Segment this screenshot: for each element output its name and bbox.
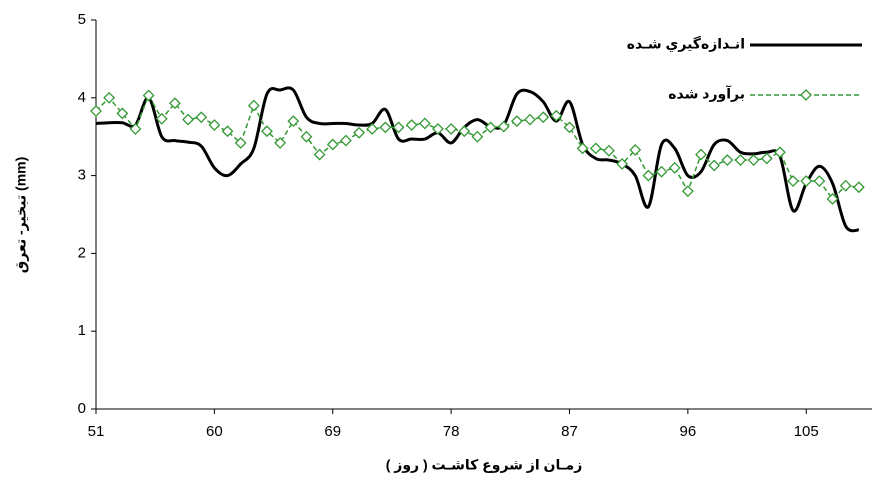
- y-tick-label: 4: [78, 89, 86, 106]
- marker: [418, 117, 431, 130]
- marker: [655, 165, 668, 178]
- marker: [313, 148, 326, 161]
- marker: [747, 154, 760, 166]
- marker: [103, 91, 116, 104]
- marker: [576, 142, 589, 155]
- marker: [760, 152, 773, 165]
- series-line: [95, 93, 859, 201]
- marker: [234, 137, 247, 149]
- marker: [813, 175, 826, 187]
- y-tick-label: 1: [78, 322, 86, 339]
- x-tick-label: 105: [794, 423, 819, 440]
- marker: [405, 119, 418, 131]
- marker: [537, 111, 550, 124]
- marker: [458, 125, 471, 138]
- marker: [616, 158, 629, 170]
- legend-marker: [800, 89, 812, 101]
- marker: [90, 105, 102, 117]
- marker: [471, 130, 484, 143]
- marker: [142, 89, 155, 102]
- marker: [116, 107, 129, 120]
- marker: [852, 181, 865, 194]
- marker: [287, 115, 300, 128]
- marker: [629, 144, 642, 156]
- x-tick-label: 69: [324, 423, 341, 440]
- marker: [787, 175, 800, 187]
- y-tick-label: 3: [78, 167, 86, 184]
- marker: [708, 159, 721, 172]
- marker: [826, 193, 839, 205]
- marker: [195, 111, 208, 124]
- marker: [603, 144, 615, 157]
- marker: [392, 121, 405, 134]
- x-tick-label: 51: [88, 423, 105, 440]
- y-tick-label: 2: [78, 244, 86, 261]
- marker: [274, 137, 287, 149]
- marker: [366, 123, 379, 135]
- x-axis-title: زمـان از شروع كاشـت ( روز ): [386, 457, 583, 474]
- marker: [326, 138, 339, 151]
- y-tick-label: 0: [78, 400, 86, 417]
- marker: [695, 148, 707, 161]
- x-tick-label: 96: [680, 423, 697, 440]
- marker: [589, 142, 602, 155]
- marker: [484, 121, 497, 134]
- marker: [208, 119, 221, 131]
- marker: [445, 123, 458, 135]
- marker: [261, 125, 273, 138]
- y-axis-title: تبخیر- تعرق (mm): [13, 157, 30, 274]
- marker: [339, 134, 352, 147]
- marker: [510, 115, 523, 128]
- marker: [221, 125, 234, 138]
- marker: [642, 169, 655, 182]
- marker: [353, 126, 365, 139]
- marker: [129, 123, 142, 135]
- marker: [774, 146, 786, 159]
- marker: [168, 97, 181, 110]
- x-tick-label: 78: [443, 423, 460, 440]
- marker: [839, 179, 852, 192]
- marker: [721, 154, 734, 166]
- marker: [681, 185, 694, 198]
- marker: [497, 120, 510, 133]
- series-line: [95, 86, 860, 233]
- marker: [155, 112, 168, 125]
- marker: [550, 109, 563, 122]
- y-tick-label: 5: [78, 11, 86, 28]
- marker: [563, 121, 576, 134]
- marker: [800, 175, 813, 187]
- marker: [524, 113, 536, 126]
- marker: [734, 154, 747, 166]
- marker: [247, 99, 260, 112]
- marker: [432, 123, 444, 135]
- x-tick-label: 87: [561, 423, 578, 440]
- marker: [379, 121, 392, 134]
- legend-label: انـدازه‌گيري شـده: [627, 36, 745, 54]
- marker: [182, 113, 194, 126]
- marker: [300, 130, 313, 143]
- marker: [668, 161, 681, 174]
- x-tick-label: 60: [206, 423, 223, 440]
- legend-label: برآورد شده: [668, 85, 745, 103]
